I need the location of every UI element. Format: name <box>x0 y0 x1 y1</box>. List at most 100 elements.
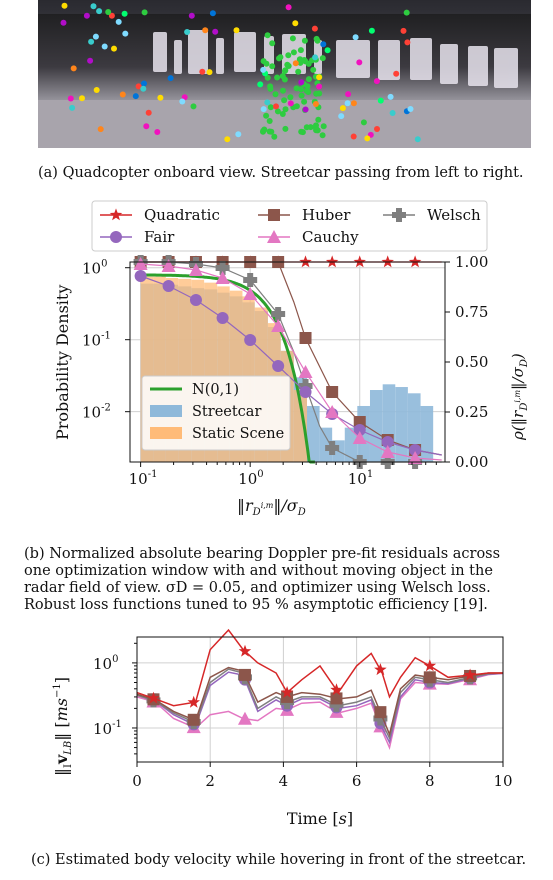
radar-point <box>264 99 271 106</box>
radar-point <box>364 135 371 142</box>
radar-point <box>61 2 68 9</box>
axes-c: 0 2 4 6 8 10 100 10-1 Time [s] ‖IvLB‖ [ms−1] <box>52 636 513 828</box>
radar-point <box>282 106 289 113</box>
radar-point <box>293 103 300 110</box>
radar-point <box>301 37 308 44</box>
radar-point <box>319 55 326 62</box>
radar-point <box>87 57 94 64</box>
loss-curve-cauchy <box>133 257 442 464</box>
radar-point <box>374 126 380 132</box>
legend-entry-quadratic: Quadratic <box>100 206 220 224</box>
radar-point <box>373 78 380 85</box>
radar-point <box>188 12 195 19</box>
caption-b-line-3: radar field of view. σD = 0.05, and opti… <box>24 580 491 596</box>
histogram-bar <box>369 390 383 462</box>
radar-point <box>202 27 209 34</box>
radar-point <box>350 100 357 107</box>
y2-tick-label: 0.25 <box>455 403 488 421</box>
series-marker <box>423 659 437 672</box>
series-marker <box>374 663 387 676</box>
radar-point <box>276 55 282 62</box>
radar-point <box>233 27 240 34</box>
radar-point <box>90 3 97 10</box>
x-tick-label: 10 <box>493 772 512 790</box>
radar-point <box>284 61 291 68</box>
series-marker <box>238 668 251 681</box>
radar-point <box>339 105 346 112</box>
radar-point <box>261 126 268 133</box>
caption-b: (b) Normalized absolute bearing Doppler … <box>24 546 500 614</box>
series-line <box>136 628 503 707</box>
radar-point <box>83 12 90 19</box>
caption-b-line-1: (b) Normalized absolute bearing Doppler … <box>24 546 501 562</box>
radar-point <box>119 91 126 98</box>
legend-label: Cauchy <box>302 228 359 246</box>
radar-point <box>292 60 299 67</box>
radar-point <box>105 9 112 15</box>
radar-point <box>101 43 108 50</box>
loss-marker <box>380 445 395 458</box>
loss-marker <box>215 261 230 275</box>
series-marker <box>330 683 343 696</box>
radar-point <box>224 136 231 143</box>
loss-marker <box>272 360 285 372</box>
legend-top-box <box>91 200 488 252</box>
loss-marker <box>353 255 366 268</box>
y-axis-label: Probability Density <box>53 285 72 440</box>
loss-marker <box>299 332 312 344</box>
radar-point <box>279 73 286 80</box>
radar-point <box>266 118 273 124</box>
radar-point <box>135 83 142 90</box>
radar-point <box>212 28 219 35</box>
radar-point <box>60 19 67 26</box>
y2-tick-label: 0.50 <box>455 353 488 371</box>
radar-point <box>407 106 414 112</box>
legend-label: N(0,1) <box>192 382 239 398</box>
sign-glyph <box>174 40 182 74</box>
y2-tick-label: 1.00 <box>455 253 488 271</box>
legend-marker <box>268 209 280 221</box>
sign-glyph <box>153 32 167 72</box>
loss-marker <box>243 273 258 287</box>
series-marker <box>373 711 388 726</box>
radar-point <box>298 79 305 86</box>
caption-a: (a) Quadcopter onboard view. Streetcar p… <box>38 165 524 181</box>
x-tick-label: 6 <box>352 772 362 790</box>
radar-point <box>302 106 309 113</box>
radar-point <box>257 81 264 88</box>
radar-point <box>345 91 352 98</box>
radar-points <box>60 2 421 143</box>
loss-marker <box>271 307 286 321</box>
legend-marker <box>109 208 123 221</box>
radar-point <box>293 85 300 92</box>
radar-point <box>269 40 276 47</box>
legend-marker <box>110 231 122 243</box>
radar-point <box>414 136 421 143</box>
y-axis-label: ‖IvLB‖ [ms−1] <box>52 677 74 776</box>
legend-marker <box>392 208 406 222</box>
series-marker <box>187 713 200 726</box>
radar-point <box>350 133 357 140</box>
streetcar-sign <box>153 30 518 88</box>
y-tick-label: 100 <box>93 654 118 673</box>
radar-point <box>282 125 289 132</box>
legend-entry-huber: Huber <box>258 206 351 224</box>
radar-point <box>387 93 394 100</box>
series-marker <box>280 686 294 698</box>
radar-point <box>264 74 271 81</box>
loss-marker <box>216 312 229 324</box>
series-marker <box>238 644 252 657</box>
radar-point <box>287 94 294 101</box>
x-axis-label: Time [s] <box>287 809 353 828</box>
radar-point <box>272 91 279 98</box>
y2-axis-label: ρ(‖rDi,m‖/σD) <box>509 353 530 441</box>
series-line <box>136 672 504 750</box>
series-marker <box>187 695 200 708</box>
loss-marker <box>325 255 339 268</box>
radar-point <box>93 87 100 93</box>
series-marker <box>237 711 252 725</box>
radar-point <box>356 59 363 66</box>
series-quadratic <box>136 628 503 708</box>
radar-point <box>368 27 375 34</box>
series-marker <box>374 706 387 719</box>
